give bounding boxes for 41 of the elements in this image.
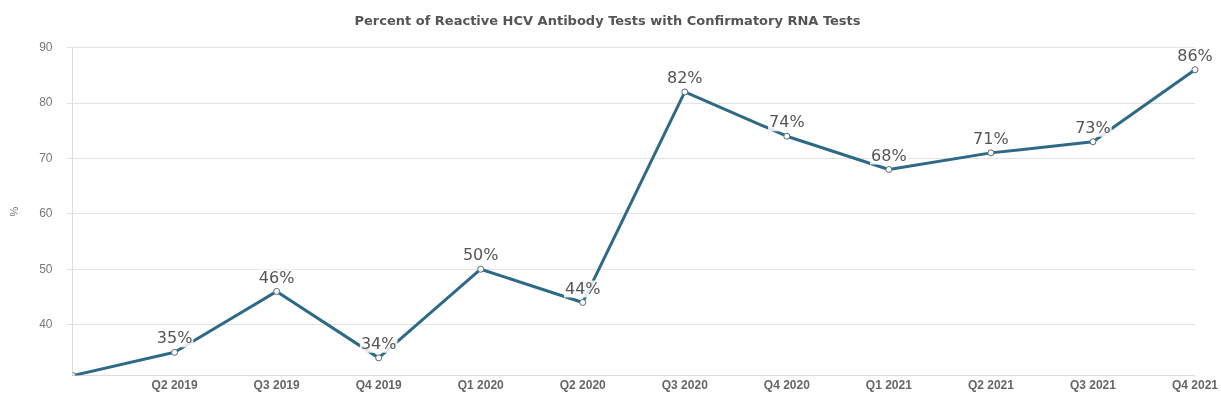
data-label: 73% — [1075, 117, 1111, 137]
x-tick-label: Q3 2021 — [1069, 378, 1117, 393]
x-tick-label: Q3 2020 — [661, 378, 709, 393]
x-tick-label: Q4 2021 — [1171, 378, 1219, 393]
point — [681, 88, 689, 96]
data-label: 74% — [769, 112, 805, 132]
y-tick-label: 40 — [39, 316, 53, 331]
y-tick-label: 70 — [39, 150, 53, 165]
x-tick-label: Q2 2020 — [559, 378, 607, 393]
y-tick-label: 50 — [39, 261, 53, 276]
data-label: 82% — [667, 68, 703, 88]
point — [1191, 66, 1199, 74]
point — [1089, 138, 1097, 146]
x-tick-label: Q2 2019 — [151, 378, 198, 393]
data-label: 71% — [973, 129, 1009, 149]
x-tick-label: Q1 2021 — [865, 378, 913, 393]
point — [375, 354, 383, 362]
data-label: 50% — [462, 245, 499, 265]
y-tick-label: 90 — [39, 39, 53, 54]
data-label: 35% — [156, 328, 193, 348]
chart-title: Percent of Reactive HCV Antibody Tests with Confirmatory RNA Tests — [354, 13, 861, 29]
x-tick-label: Q1 2020 — [457, 378, 505, 393]
data-label: 34% — [360, 334, 397, 354]
y-tick-label: 80 — [39, 95, 53, 110]
point — [987, 149, 995, 157]
y-tick-label: 60 — [39, 206, 53, 221]
data-label: 46% — [258, 267, 295, 287]
point — [477, 265, 485, 273]
x-tick-label: Q4 2020 — [763, 378, 811, 393]
y-axis-title: % — [7, 206, 20, 217]
point — [273, 287, 281, 295]
data-label: 44% — [564, 278, 601, 298]
point — [885, 165, 893, 173]
point — [579, 298, 587, 306]
x-tick-label: Q3 2019 — [253, 378, 300, 393]
point — [783, 132, 791, 140]
x-tick-label: Q2 2021 — [967, 378, 1015, 393]
point — [171, 348, 179, 356]
x-tick-label: Q4 2019 — [355, 378, 403, 393]
data-label: 86% — [1177, 45, 1213, 65]
data-label: 68% — [871, 145, 907, 165]
